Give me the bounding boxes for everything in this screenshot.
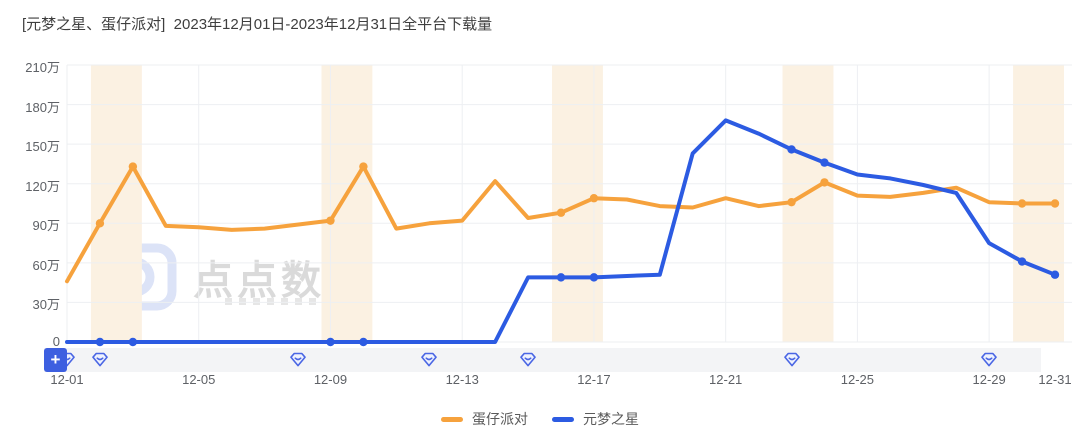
data-point-dot [820, 178, 829, 187]
data-point-dot [787, 197, 796, 207]
data-point-dot [359, 337, 368, 347]
chart-title: [元梦之星、蛋仔派对] 2023年12月01日-2023年12月31日全平台下载… [22, 16, 493, 33]
x-tick-label: 12-25 [840, 372, 875, 387]
watermark-dots [225, 298, 371, 305]
x-tick-label: 12-09 [313, 372, 348, 387]
data-point-dot [589, 273, 599, 282]
y-tick-label: 60万 [32, 257, 60, 273]
x-tick-label: 12-01 [50, 372, 84, 387]
x-tick-label: 12-29 [972, 372, 1006, 387]
y-tick-label: 90万 [32, 218, 60, 234]
data-point-dot [1017, 199, 1027, 208]
data-point-dot [95, 337, 105, 347]
x-tick-label: 12-31 [1038, 372, 1072, 387]
event-diamond-icon[interactable] [783, 352, 800, 367]
data-point-dot [556, 208, 566, 217]
legend-label: 蛋仔派对 [472, 411, 528, 427]
legend-item-蛋仔派对[interactable]: 蛋仔派对 [441, 409, 528, 429]
data-point-dot [556, 273, 566, 282]
data-point-dot [589, 194, 599, 203]
x-tick-label: 12-13 [445, 372, 479, 387]
data-point-dot [326, 337, 335, 347]
y-tick-label: 30万 [32, 297, 60, 313]
event-diamond-icon[interactable] [981, 352, 997, 367]
data-point-dot [820, 158, 829, 167]
x-tick-label: 12-21 [709, 372, 743, 387]
legend: 蛋仔派对 元梦之星 [0, 409, 1080, 429]
y-tick-label: 120万 [25, 178, 60, 194]
legend-swatch [552, 416, 574, 422]
data-point-dot [128, 337, 138, 347]
data-point-dot [326, 216, 335, 225]
legend-item-元梦之星[interactable]: 元梦之星 [552, 409, 639, 429]
event-diamond-icon[interactable] [421, 352, 438, 367]
event-diamond-icon[interactable] [289, 352, 306, 367]
data-point-dot [128, 162, 138, 171]
weekend-band [321, 65, 373, 342]
y-tick-label: 150万 [25, 139, 60, 155]
y-tick-label: 210万 [25, 60, 60, 75]
data-point-dot [1017, 257, 1027, 266]
data-point-dot [787, 145, 796, 154]
event-strip [44, 348, 1041, 372]
legend-label: 元梦之星 [583, 411, 639, 427]
event-diamond-icon[interactable] [92, 352, 108, 367]
y-tick-label: 180万 [25, 99, 60, 115]
event-diamond-icon[interactable] [520, 352, 536, 367]
data-point-dot [359, 162, 368, 171]
weekend-band [90, 65, 142, 342]
x-tick-label: 12-17 [577, 372, 611, 387]
data-point-dot [95, 219, 105, 228]
data-point-dot [1050, 270, 1060, 279]
data-point-dot [1050, 199, 1060, 208]
legend-swatch [441, 416, 463, 422]
add-button[interactable]: + [44, 348, 67, 372]
y-tick-label: 0 [52, 334, 60, 349]
x-tick-label: 12-05 [182, 372, 216, 387]
